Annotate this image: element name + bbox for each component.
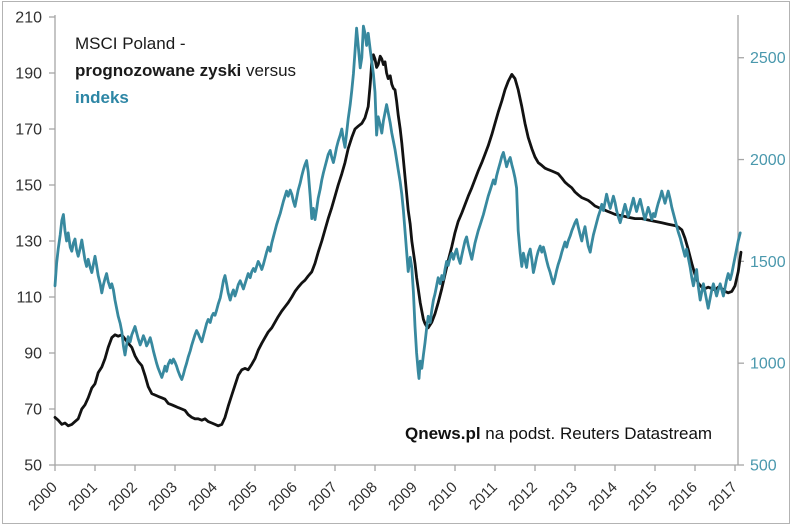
x-axis-label: 2015 xyxy=(625,479,661,515)
x-axis-label: 2001 xyxy=(65,479,101,515)
left-axis-label: 170 xyxy=(15,122,42,139)
x-axis-label: 2004 xyxy=(185,479,221,515)
attribution: Qnews.pl na podst. Reuters Datastream xyxy=(405,424,712,444)
x-axis-label: 2009 xyxy=(385,479,421,515)
left-axis-label: 150 xyxy=(15,178,42,195)
x-axis-label: 2008 xyxy=(345,479,381,515)
title-line-3: indeks xyxy=(75,84,296,111)
left-axis-label: 110 xyxy=(16,290,42,307)
x-axis-label: 2010 xyxy=(425,479,461,515)
x-axis-label: 2014 xyxy=(585,479,621,515)
title-text-indeks: indeks xyxy=(75,88,129,107)
x-axis-label: 2007 xyxy=(305,479,341,515)
right-axis-label: 2000 xyxy=(750,152,786,169)
x-axis-label: 2005 xyxy=(225,479,261,515)
x-axis-label: 2006 xyxy=(265,479,301,515)
title-line-2: prognozowane zyski versus xyxy=(75,57,296,84)
left-axis-label: 190 xyxy=(15,66,42,83)
x-axis-label: 2013 xyxy=(545,479,581,515)
attribution-brand: Qnews.pl xyxy=(405,424,481,443)
left-axis-label: 210 xyxy=(15,10,42,27)
left-axis-label: 90 xyxy=(24,346,42,363)
right-axis-label: 500 xyxy=(750,458,777,475)
right-axis-label: 2500 xyxy=(750,50,786,67)
left-axis-label: 50 xyxy=(24,458,42,475)
series-line-index xyxy=(53,24,742,381)
right-axis-label: 1000 xyxy=(750,356,786,373)
series-line-earnings xyxy=(53,53,743,428)
chart-title: MSCI Poland - prognozowane zyski versus … xyxy=(75,30,296,111)
x-axis-label: 2016 xyxy=(665,479,701,515)
left-axis-label: 70 xyxy=(24,402,42,419)
title-text-versus: versus xyxy=(241,61,297,80)
x-axis-label: 2000 xyxy=(25,479,61,515)
x-axis-label: 2002 xyxy=(105,479,141,515)
left-axis-label: 130 xyxy=(15,234,42,251)
title-text-msci: MSCI Poland - xyxy=(75,34,186,53)
x-axis-label: 2003 xyxy=(145,479,181,515)
title-line-1: MSCI Poland - xyxy=(75,30,296,57)
x-axis-label: 2017 xyxy=(705,479,741,515)
right-axis-label: 1500 xyxy=(750,254,786,271)
x-axis-label: 2012 xyxy=(505,479,541,515)
title-text-earnings: prognozowane zyski xyxy=(75,61,242,80)
x-axis-label: 2011 xyxy=(466,479,501,514)
attribution-source: na podst. Reuters Datastream xyxy=(480,424,713,443)
